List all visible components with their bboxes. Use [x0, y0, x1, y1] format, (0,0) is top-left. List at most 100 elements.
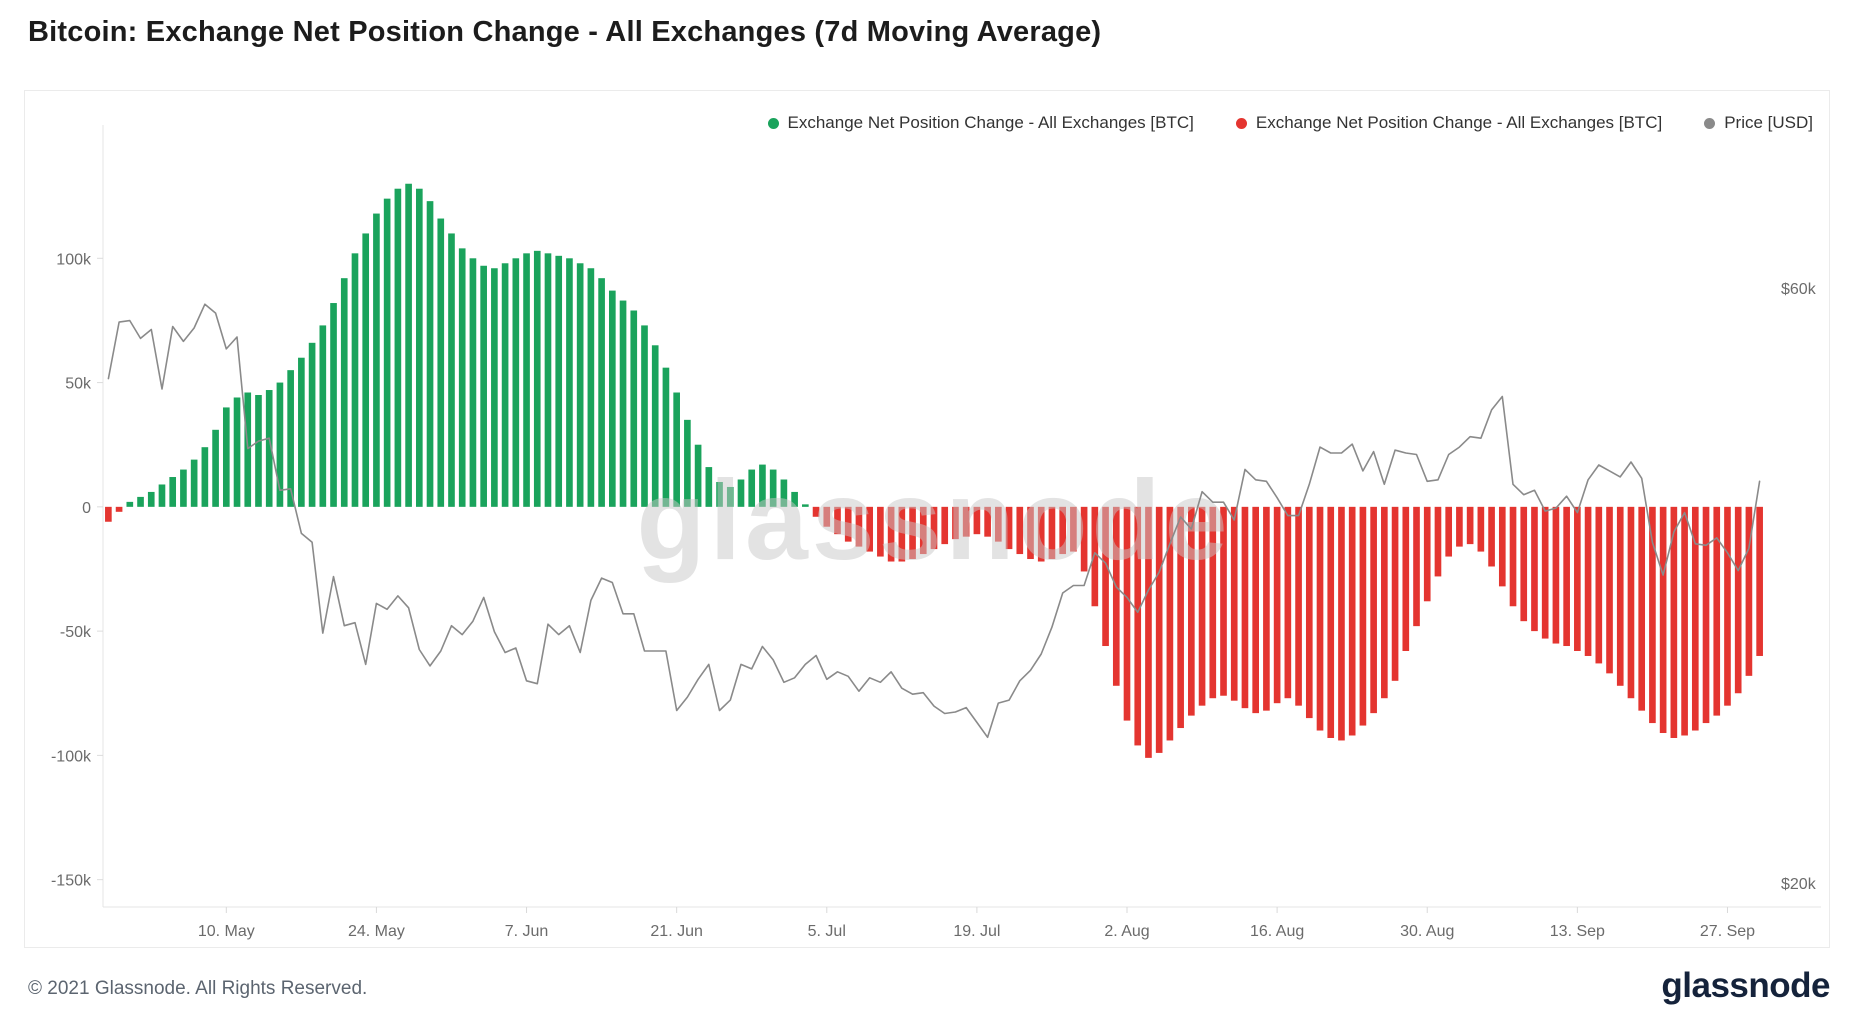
net-position-bar: [1584, 506, 1592, 656]
x-axis-label: 19. Jul: [953, 923, 1000, 940]
net-position-bar: [566, 258, 573, 507]
net-position-bar: [1327, 506, 1335, 738]
net-position-bar: [769, 469, 777, 507]
net-position-bar: [780, 479, 788, 507]
net-position-bar: [834, 506, 841, 535]
net-position-bar: [137, 496, 144, 507]
net-position-bar: [244, 392, 252, 507]
net-position-bar: [533, 250, 541, 507]
net-position-bar: [426, 201, 434, 507]
net-position-bar: [941, 506, 949, 545]
legend-item-netpos-negative[interactable]: Exchange Net Position Change - All Excha…: [1235, 113, 1663, 133]
net-position-bar: [158, 484, 166, 507]
net-position-bar: [823, 506, 831, 527]
net-position-bar: [1263, 506, 1270, 711]
net-position-bar: [222, 407, 230, 507]
net-position-bar: [909, 506, 916, 560]
net-position-bar: [673, 392, 680, 507]
legend-label-netpos-positive: Exchange Net Position Change - All Excha…: [787, 113, 1194, 132]
net-position-bar: [1295, 506, 1302, 706]
net-position-bar: [501, 263, 509, 507]
chart-legend: Exchange Net Position Change - All Excha…: [767, 113, 1813, 133]
net-position-bar: [308, 342, 316, 507]
net-position-bar: [1520, 506, 1528, 622]
net-position-bar: [351, 253, 359, 507]
net-position-bar: [662, 367, 670, 507]
legend-dot-gray-icon: [1704, 117, 1716, 129]
net-position-bar: [1724, 506, 1731, 706]
net-position-bar: [1016, 506, 1024, 555]
glassnode-logo: glassnode: [1661, 966, 1830, 1005]
net-position-bar: [1102, 506, 1109, 647]
net-position-bar: [362, 233, 370, 507]
net-position-bar: [1563, 506, 1570, 647]
net-position-bar: [458, 248, 466, 507]
legend-item-netpos-positive[interactable]: Exchange Net Position Change - All Excha…: [767, 113, 1194, 133]
x-axis-label: 2. Aug: [1104, 923, 1149, 940]
net-position-bar: [394, 188, 402, 507]
net-position-bar: [630, 310, 638, 507]
net-position-bar: [1649, 506, 1656, 724]
net-position-bar: [1509, 506, 1517, 607]
net-position-bar: [276, 382, 284, 507]
y-axis-label: 100k: [56, 251, 92, 268]
net-position-bar: [190, 459, 198, 507]
net-position-bar: [201, 447, 209, 507]
net-position-bar: [480, 265, 487, 507]
x-axis-label: 21. Jun: [650, 923, 702, 940]
net-position-bar: [1552, 506, 1560, 644]
net-position-bar: [1273, 506, 1281, 704]
net-position-bar: [491, 268, 498, 507]
net-position-bar: [287, 370, 294, 507]
net-position-bar: [330, 303, 337, 507]
net-position-bar: [1681, 506, 1688, 736]
net-position-bar: [1638, 506, 1646, 711]
net-position-bar: [1359, 506, 1367, 726]
y-axis-label: -50k: [60, 624, 92, 641]
net-position-bar: [147, 491, 155, 507]
net-position-bar: [1338, 506, 1345, 741]
net-position-bar: [523, 253, 530, 507]
net-position-bar: [759, 464, 766, 507]
net-position-bar: [1252, 506, 1259, 714]
y-axis-label: -150k: [51, 873, 92, 890]
net-position-bar: [1616, 506, 1624, 686]
net-position-bar: [1498, 506, 1506, 587]
net-position-bar: [576, 263, 584, 507]
net-position-bar: [684, 419, 691, 507]
net-position-bar: [1670, 506, 1678, 738]
net-position-bar: [619, 300, 627, 507]
net-position-bar: [898, 506, 906, 562]
net-position-bar: [1241, 506, 1249, 709]
net-position-bar: [1348, 506, 1356, 736]
net-position-bar: [265, 390, 273, 507]
net-position-bar: [1220, 506, 1227, 696]
chart-canvas[interactable]: 100k 50k 0 -50k -100k -150k $60k $20k 10. May 24.…: [25, 91, 1829, 947]
y-axis-label: 0: [82, 500, 91, 517]
net-position-bar: [1466, 506, 1474, 545]
legend-item-price[interactable]: Price [USD]: [1704, 113, 1813, 133]
net-position-bar: [448, 233, 455, 507]
legend-label-netpos-negative: Exchange Net Position Change - All Excha…: [1255, 113, 1663, 132]
x-axis-label: 27. Sep: [1700, 923, 1755, 940]
net-position-bar: [1005, 506, 1013, 550]
net-position-bar: [1756, 506, 1763, 656]
net-position-bar: [1112, 506, 1120, 686]
net-position-bar: [1166, 506, 1174, 741]
net-position-bar: [405, 183, 412, 507]
net-position-bar: [995, 506, 1002, 542]
net-position-bar: [298, 357, 305, 507]
net-position-bar: [373, 213, 380, 507]
net-position-bar: [1048, 506, 1056, 560]
net-position-bar: [319, 325, 327, 507]
net-position-bar: [598, 278, 605, 507]
y-axis-label: -100k: [51, 748, 92, 765]
net-position-bar: [716, 481, 723, 507]
net-position-bar: [587, 268, 595, 507]
net-position-bar: [962, 506, 970, 537]
net-position-bar: [233, 397, 241, 507]
net-position-bar: [1627, 506, 1635, 699]
net-position-bar: [383, 198, 391, 507]
net-position-bar: [1284, 506, 1292, 699]
net-position-bar: [1027, 506, 1034, 560]
